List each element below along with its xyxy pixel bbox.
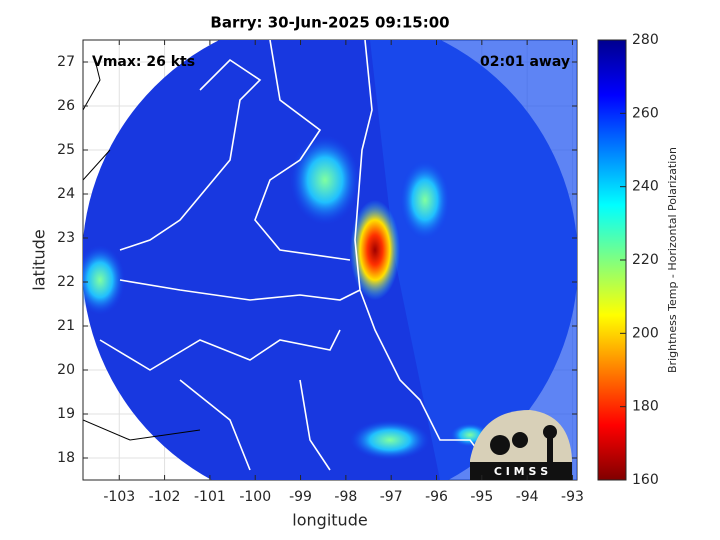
y-tick-label: 18	[57, 450, 75, 466]
chart-title: Barry: 30-Jun-2025 09:15:00	[210, 14, 449, 32]
y-tick-label: 27	[57, 54, 75, 70]
x-tick-label: -100	[239, 489, 271, 505]
y-tick-label: 23	[57, 230, 75, 246]
x-tick-label: -93	[561, 489, 584, 505]
colorbar-tick-label: 280	[632, 32, 659, 48]
x-tick-label: -99	[289, 489, 312, 505]
x-tick-label: -96	[425, 489, 448, 505]
colorbar-label: Brightness Temp - Horizontal Polarizatio…	[666, 147, 679, 373]
y-tick-label: 26	[57, 98, 75, 114]
cimss-logo: C I M S S	[470, 410, 572, 480]
colorbar-tick-label: 240	[632, 179, 659, 195]
y-tick-label: 24	[57, 186, 75, 202]
x-tick-label: -101	[194, 489, 226, 505]
x-tick-label: -94	[516, 489, 539, 505]
y-tick-label: 20	[57, 362, 75, 378]
colorbar-tick-label: 260	[632, 105, 659, 121]
colorbar-tick-label: 160	[632, 472, 659, 488]
colorbar-tick-label: 180	[632, 399, 659, 415]
x-axis-label: longitude	[292, 511, 367, 530]
annotation: Vmax: 26 kts	[92, 54, 195, 70]
x-tick-label: -97	[380, 489, 403, 505]
x-tick-label: -98	[334, 489, 357, 505]
y-tick-label: 19	[57, 406, 75, 422]
x-tick-label: -95	[470, 489, 493, 505]
y-axis-label: latitude	[30, 229, 49, 290]
y-tick-label: 22	[57, 274, 75, 290]
logo-text: C I M S S	[494, 465, 548, 478]
radar-swath	[83, 40, 577, 480]
annotation: 02:01 away	[480, 54, 570, 70]
x-tick-label: -103	[103, 489, 135, 505]
colorbar-tick-label: 220	[632, 252, 659, 268]
y-tick-label: 25	[57, 142, 75, 158]
colorbar-tick-label: 200	[632, 325, 659, 341]
y-tick-label: 21	[57, 318, 75, 334]
x-tick-label: -102	[149, 489, 181, 505]
